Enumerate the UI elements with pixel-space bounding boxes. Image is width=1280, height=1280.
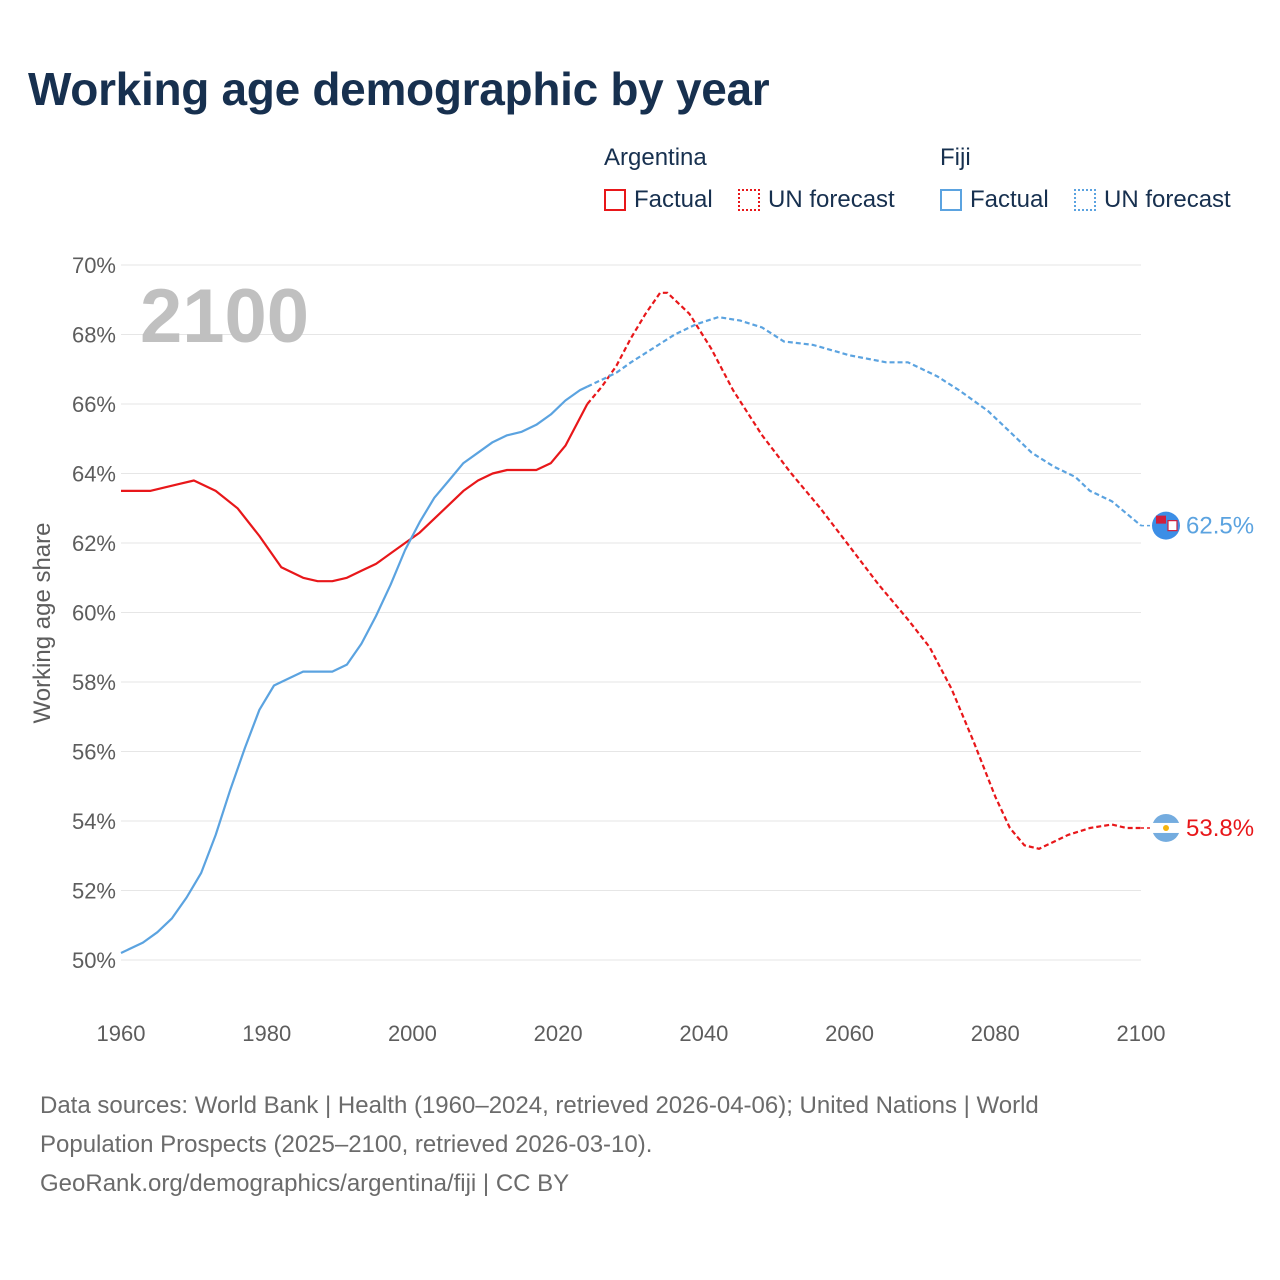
y-axis-ticks: 50% 52% 54% 56% 58% 60% 62% 64% 66% 68% 70% bbox=[72, 253, 116, 973]
footer-link[interactable]: GeoRank.org/demographics/argentina/fiji … bbox=[40, 1170, 570, 1197]
gridlines bbox=[121, 264, 1141, 961]
y-tick-label: 58% bbox=[72, 670, 116, 695]
legend-swatch-solid bbox=[940, 189, 962, 211]
legend-swatch-solid bbox=[604, 189, 626, 211]
x-tick-label: 2060 bbox=[825, 1021, 874, 1046]
y-tick-label: 54% bbox=[72, 809, 116, 834]
end-value-label-fiji: 62.5% bbox=[1186, 513, 1254, 540]
y-tick-label: 52% bbox=[72, 879, 116, 904]
legend-label: Factual bbox=[634, 186, 713, 213]
legend-fiji-forecast[interactable]: UN forecast bbox=[1074, 186, 1231, 214]
legend-group-fiji: Fiji bbox=[940, 144, 971, 171]
x-axis-ticks: 1960 1980 2000 2020 2040 2060 2080 2100 bbox=[97, 1021, 1166, 1046]
series-line-fiji-factual bbox=[120, 385, 588, 954]
y-tick-label: 60% bbox=[72, 601, 116, 626]
line-chart: 50%52%54%56%58%60%62%64%66%68%70% 1960 19… bbox=[29, 253, 1254, 1046]
argentina-flag-icon bbox=[1152, 813, 1180, 842]
legend-argentina-forecast[interactable]: UN forecast bbox=[738, 186, 895, 214]
y-tick-label: 68% bbox=[72, 323, 116, 348]
x-tick-label: 2000 bbox=[388, 1021, 437, 1046]
legend-swatch-dotted bbox=[738, 189, 760, 211]
y-axis-label: Working age share bbox=[29, 523, 56, 724]
footer-sources-line2: Population Prospects (2025–2100, retriev… bbox=[40, 1131, 653, 1158]
footer: Data sources: World Bank | Health (1960–… bbox=[40, 1086, 1240, 1203]
series-lines bbox=[120, 291, 1142, 954]
y-tick-label: 64% bbox=[72, 462, 116, 487]
x-tick-label: 2100 bbox=[1117, 1021, 1166, 1046]
legend-label: UN forecast bbox=[768, 186, 895, 213]
legend-label: UN forecast bbox=[1104, 186, 1231, 213]
series-line-argentina-factual bbox=[121, 403, 589, 583]
legend-swatch-dotted bbox=[1074, 189, 1096, 211]
legend-group-argentina: Argentina bbox=[604, 144, 707, 171]
y-tick-label: 70% bbox=[72, 253, 116, 278]
y-tick-label: 50% bbox=[72, 948, 116, 973]
y-tick-label: 66% bbox=[72, 392, 116, 417]
y-tick-label: 56% bbox=[72, 740, 116, 765]
end-markers: 53.8% 62.5% bbox=[1141, 511, 1254, 842]
x-tick-label: 1960 bbox=[97, 1021, 146, 1046]
series-line-fiji-forecast bbox=[586, 315, 1142, 527]
year-overlay: 2100 bbox=[140, 274, 309, 359]
legend-label: Factual bbox=[970, 186, 1049, 213]
fiji-flag-icon bbox=[1152, 511, 1180, 540]
series-line-argentina-forecast bbox=[586, 291, 1141, 850]
chart-title: Working age demographic by year bbox=[28, 63, 770, 115]
x-tick-label: 2020 bbox=[534, 1021, 583, 1046]
y-tick-label: 62% bbox=[72, 531, 116, 556]
x-tick-label: 2040 bbox=[679, 1021, 728, 1046]
x-tick-label: 2080 bbox=[971, 1021, 1020, 1046]
end-value-label-argentina: 53.8% bbox=[1186, 815, 1254, 842]
legend-argentina-factual[interactable]: Factual bbox=[604, 186, 713, 214]
footer-sources-line1: Data sources: World Bank | Health (1960–… bbox=[40, 1092, 1039, 1119]
legend-fiji-factual[interactable]: Factual bbox=[940, 186, 1049, 214]
x-tick-label: 1980 bbox=[242, 1021, 291, 1046]
